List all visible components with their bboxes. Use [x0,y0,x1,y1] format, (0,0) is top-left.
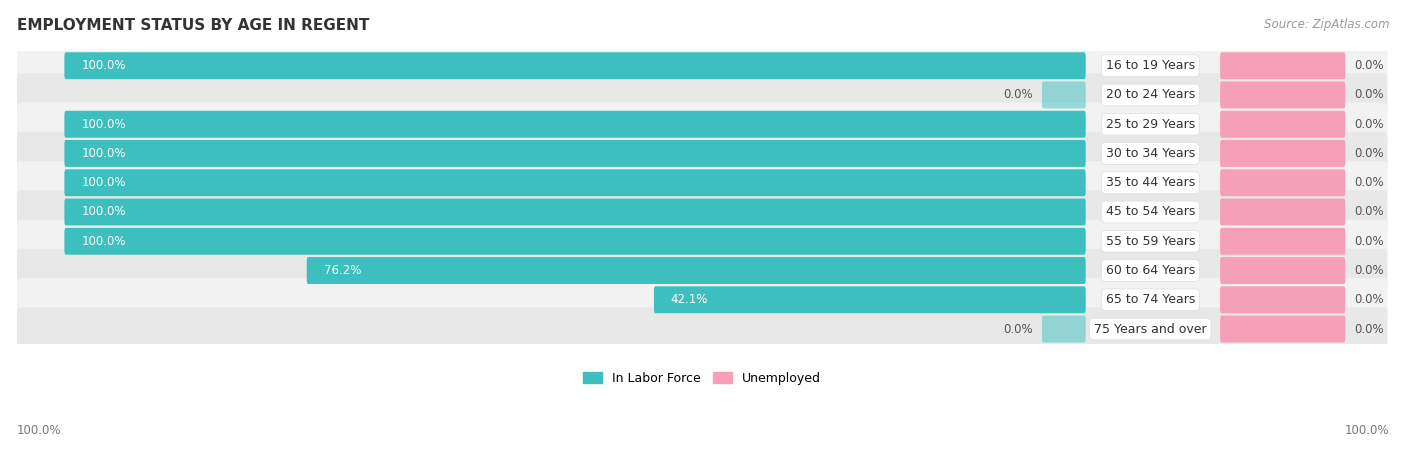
FancyBboxPatch shape [17,190,1388,234]
Legend: In Labor Force, Unemployed: In Labor Force, Unemployed [578,367,827,390]
Text: 100.0%: 100.0% [17,424,62,437]
FancyBboxPatch shape [307,257,1085,284]
FancyBboxPatch shape [1220,316,1346,342]
FancyBboxPatch shape [654,286,1085,313]
FancyBboxPatch shape [65,198,1085,226]
FancyBboxPatch shape [1220,52,1346,79]
FancyBboxPatch shape [1220,198,1346,226]
FancyBboxPatch shape [17,132,1388,175]
FancyBboxPatch shape [65,169,1085,196]
Text: 0.0%: 0.0% [1354,88,1384,101]
FancyBboxPatch shape [17,249,1388,292]
FancyBboxPatch shape [65,111,1085,138]
FancyBboxPatch shape [17,308,1388,351]
FancyBboxPatch shape [17,220,1388,263]
FancyBboxPatch shape [1220,111,1346,138]
Text: EMPLOYMENT STATUS BY AGE IN REGENT: EMPLOYMENT STATUS BY AGE IN REGENT [17,18,370,33]
Text: 0.0%: 0.0% [1354,235,1384,248]
Text: 35 to 44 Years: 35 to 44 Years [1105,176,1195,189]
FancyBboxPatch shape [1220,82,1346,108]
Text: 75 Years and over: 75 Years and over [1094,322,1206,336]
Text: 100.0%: 100.0% [1344,424,1389,437]
Text: 0.0%: 0.0% [1004,88,1033,101]
FancyBboxPatch shape [1220,228,1346,255]
FancyBboxPatch shape [17,44,1388,87]
Text: 100.0%: 100.0% [82,235,125,248]
Text: 25 to 29 Years: 25 to 29 Years [1105,118,1195,131]
Text: 100.0%: 100.0% [82,118,125,131]
Text: 45 to 54 Years: 45 to 54 Years [1105,206,1195,218]
Text: 0.0%: 0.0% [1354,176,1384,189]
Text: 0.0%: 0.0% [1354,118,1384,131]
FancyBboxPatch shape [17,278,1388,322]
FancyBboxPatch shape [1220,140,1346,167]
Text: 100.0%: 100.0% [82,206,125,218]
Text: 0.0%: 0.0% [1354,293,1384,306]
FancyBboxPatch shape [17,102,1388,146]
Text: 0.0%: 0.0% [1354,264,1384,277]
FancyBboxPatch shape [1220,286,1346,313]
Text: 42.1%: 42.1% [671,293,709,306]
Text: 0.0%: 0.0% [1354,322,1384,336]
Text: 100.0%: 100.0% [82,176,125,189]
FancyBboxPatch shape [1042,316,1085,342]
Text: 100.0%: 100.0% [82,59,125,72]
Text: 65 to 74 Years: 65 to 74 Years [1105,293,1195,306]
Text: 76.2%: 76.2% [323,264,361,277]
Text: Source: ZipAtlas.com: Source: ZipAtlas.com [1264,18,1389,31]
Text: 0.0%: 0.0% [1354,59,1384,72]
FancyBboxPatch shape [17,74,1388,117]
FancyBboxPatch shape [17,161,1388,204]
Text: 60 to 64 Years: 60 to 64 Years [1105,264,1195,277]
FancyBboxPatch shape [65,228,1085,255]
FancyBboxPatch shape [1042,82,1085,108]
Text: 20 to 24 Years: 20 to 24 Years [1105,88,1195,101]
Text: 100.0%: 100.0% [82,147,125,160]
Text: 30 to 34 Years: 30 to 34 Years [1105,147,1195,160]
Text: 0.0%: 0.0% [1354,147,1384,160]
FancyBboxPatch shape [1220,257,1346,284]
Text: 0.0%: 0.0% [1004,322,1033,336]
Text: 0.0%: 0.0% [1354,206,1384,218]
FancyBboxPatch shape [65,52,1085,79]
Text: 16 to 19 Years: 16 to 19 Years [1105,59,1195,72]
Text: 55 to 59 Years: 55 to 59 Years [1105,235,1195,248]
FancyBboxPatch shape [1220,169,1346,196]
FancyBboxPatch shape [65,140,1085,167]
